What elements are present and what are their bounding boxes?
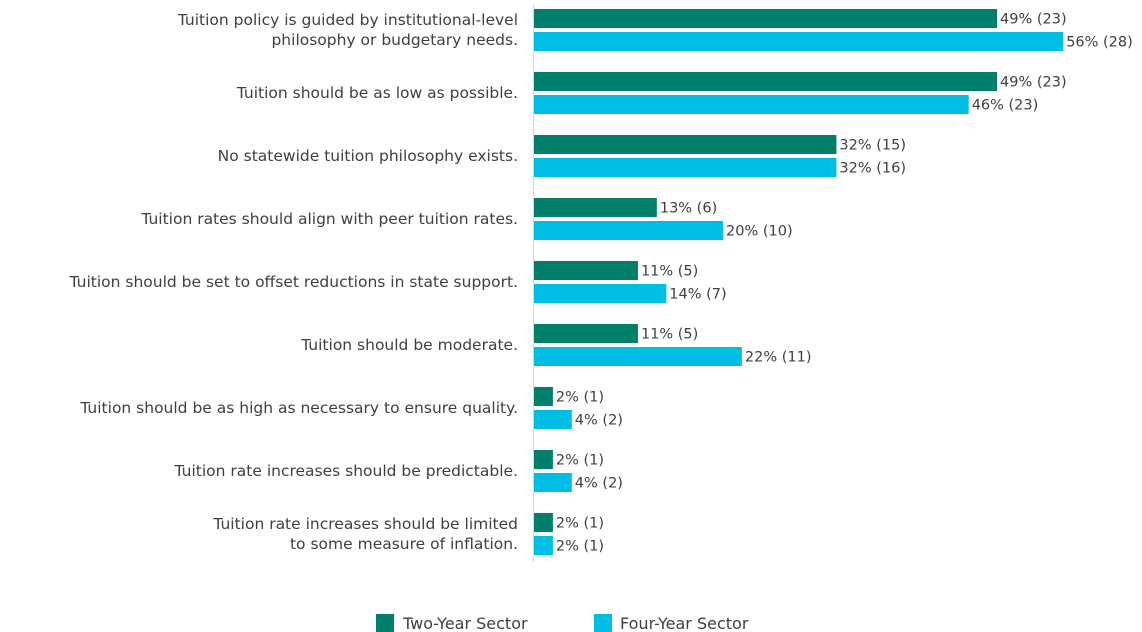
bar-two-year: [534, 450, 553, 469]
legend-swatch: [376, 614, 394, 632]
category-label: Tuition rates should align with peer tui…: [140, 210, 518, 228]
data-label: 32% (16): [839, 161, 906, 177]
data-label: 2% (1): [556, 516, 604, 532]
bar-four-year: [534, 536, 553, 555]
data-label: 49% (23): [1000, 75, 1067, 91]
data-label: 46% (23): [972, 98, 1039, 114]
data-label: 11% (5): [641, 327, 698, 343]
data-label: 22% (11): [745, 350, 812, 366]
bar-two-year: [534, 261, 638, 280]
legend-label: Four-Year Sector: [620, 614, 749, 632]
bar-four-year: [534, 284, 667, 303]
category-label: Tuition should be set to offset reductio…: [69, 273, 518, 291]
bar-two-year: [534, 324, 638, 343]
bar-four-year: [534, 32, 1064, 51]
category-label: No statewide tuition philosophy exists.: [218, 147, 518, 165]
category-label: Tuition policy is guided by institutiona…: [177, 11, 518, 29]
data-label: 4% (2): [575, 413, 623, 429]
data-label: 2% (1): [556, 390, 604, 406]
data-label: 4% (2): [575, 476, 623, 492]
category-label: to some measure of inflation.: [290, 535, 518, 553]
data-label: 13% (6): [660, 201, 717, 217]
data-label: 2% (1): [556, 539, 604, 555]
category-label: Tuition should be as low as possible.: [236, 84, 518, 102]
category-label: Tuition rate increases should be limited: [212, 515, 518, 533]
category-label: philosophy or budgetary needs.: [271, 31, 518, 49]
bar-two-year: [534, 9, 998, 28]
data-label: 2% (1): [556, 453, 604, 469]
bar-four-year: [534, 473, 572, 492]
data-label: 20% (10): [726, 224, 793, 240]
bar-two-year: [534, 135, 837, 154]
bar-two-year: [534, 72, 998, 91]
bar-four-year: [534, 95, 969, 114]
bar-four-year: [534, 158, 837, 177]
bar-four-year: [534, 410, 572, 429]
legend-swatch: [594, 614, 612, 632]
data-label: 56% (28): [1066, 35, 1133, 51]
data-label: 32% (15): [839, 138, 906, 154]
legend-label: Two-Year Sector: [402, 614, 528, 632]
bar-four-year: [534, 347, 742, 366]
bar-four-year: [534, 221, 723, 240]
data-label: 11% (5): [641, 264, 698, 280]
category-label: Tuition rate increases should be predict…: [174, 462, 518, 480]
category-label: Tuition should be as high as necessary t…: [79, 399, 518, 417]
data-label: 49% (23): [1000, 12, 1067, 28]
bar-two-year: [534, 513, 553, 532]
bar-two-year: [534, 387, 553, 406]
category-label: Tuition should be moderate.: [300, 336, 518, 354]
data-label: 14% (7): [669, 287, 726, 303]
bar-two-year: [534, 198, 657, 217]
